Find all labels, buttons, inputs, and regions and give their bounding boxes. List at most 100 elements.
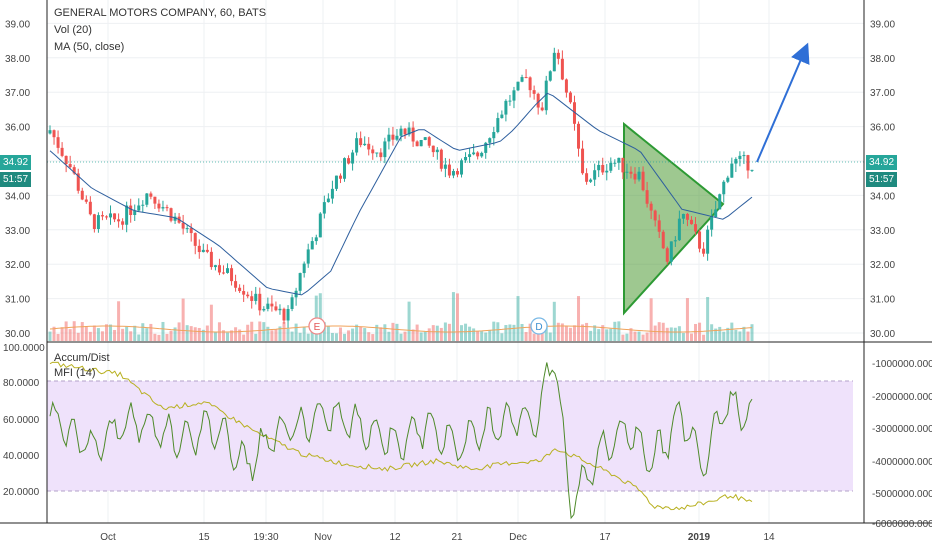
countdown-tag-left: 51:57 <box>0 172 32 187</box>
volume-bar <box>435 325 439 341</box>
earnings-marker[interactable]: E <box>308 317 326 335</box>
y-tick-label: 31.00 <box>870 295 895 306</box>
accum-dist-tick-label: -1000000.0000 <box>872 359 932 370</box>
candle-body <box>334 175 338 189</box>
volume-bars <box>48 292 754 341</box>
volume-bar <box>520 323 524 341</box>
y-tick-label: 37.00 <box>870 88 895 99</box>
candle-body <box>306 249 310 264</box>
candle-body <box>238 287 242 292</box>
volume-bar <box>411 329 415 341</box>
candle-body <box>258 293 262 311</box>
volume-bar <box>359 326 363 341</box>
volume-bar <box>169 330 173 341</box>
y-tick-label-left: 38.00 <box>5 54 30 65</box>
candle-body <box>48 130 52 134</box>
candle-body <box>76 173 80 191</box>
candle-body <box>710 217 714 230</box>
candle-body <box>625 171 629 173</box>
y-tick-label: 39.00 <box>870 19 895 30</box>
volume-bar <box>653 325 657 341</box>
candle-body <box>201 249 205 253</box>
volume-bar <box>540 330 544 341</box>
candle-body <box>310 241 314 250</box>
candle-body <box>173 216 177 221</box>
y-tick-label: 32.00 <box>870 260 895 271</box>
volume-bar <box>64 321 68 341</box>
candle-body <box>669 241 673 262</box>
volume-bar <box>302 327 306 341</box>
candle-body <box>593 170 597 180</box>
candle-body <box>544 80 548 111</box>
y-tick-label-left: 34.00 <box>5 191 30 202</box>
candle-body <box>468 154 472 158</box>
volume-bar <box>568 327 572 341</box>
volume-bar <box>597 329 601 341</box>
mfi-legend[interactable]: MFI (14) <box>54 367 96 379</box>
volume-bar <box>480 331 484 341</box>
candle-body <box>661 231 665 249</box>
volume-bar <box>109 324 113 341</box>
volume-bar <box>145 328 149 341</box>
volume-bar <box>387 331 391 341</box>
volume-bar <box>165 333 169 341</box>
candle-body <box>577 123 581 149</box>
candle-body <box>750 169 754 171</box>
candle-body <box>270 303 274 307</box>
volume-bar <box>330 332 334 341</box>
candle-body <box>746 155 750 171</box>
volume-bar <box>496 322 500 341</box>
volume-bar <box>306 333 310 341</box>
volume-bar <box>605 329 609 341</box>
candle-body <box>451 171 455 176</box>
volume-bar <box>181 298 185 341</box>
volume-bar <box>734 329 738 341</box>
accum-dist-tick-label: -6000000.0000 <box>872 519 932 530</box>
accum-dist-legend[interactable]: Accum/Dist <box>54 352 110 364</box>
candle-body <box>351 152 355 164</box>
volume-bar <box>722 331 726 341</box>
triangle-pattern[interactable] <box>623 121 725 316</box>
volume-bar <box>702 334 706 341</box>
volume-bar <box>371 334 375 341</box>
ma-legend[interactable]: MA (50, close) <box>54 41 125 53</box>
y-tick-label-left: 36.00 <box>5 123 30 134</box>
volume-bar <box>665 327 669 341</box>
volume-bar <box>351 328 355 341</box>
candle-body <box>597 164 601 171</box>
candle-body <box>96 215 100 229</box>
volume-bar <box>548 332 552 341</box>
volume-bar <box>621 334 625 341</box>
volume-bar <box>694 323 698 341</box>
price-pane[interactable] <box>47 0 864 342</box>
volume-bar <box>544 324 548 341</box>
price-tag-left: 34.92 <box>0 155 32 170</box>
candle-body <box>653 210 657 221</box>
volume-bar <box>726 327 730 341</box>
volume-bar <box>379 327 383 341</box>
volume-bar <box>738 331 742 341</box>
candle-body <box>230 268 234 282</box>
dividend-marker[interactable]: D <box>530 317 548 335</box>
candle-body <box>104 216 108 218</box>
candle-body <box>80 190 84 200</box>
volume-bar <box>710 324 714 341</box>
volume-bar <box>125 326 129 341</box>
candle-body <box>585 173 589 182</box>
trend-arrow[interactable] <box>756 42 810 163</box>
volume-bar <box>68 329 72 341</box>
candle-body <box>387 134 391 142</box>
vol-legend[interactable]: Vol (20) <box>54 24 92 36</box>
candle-body <box>460 160 464 175</box>
volume-bar <box>706 296 710 341</box>
volume-bar <box>117 301 121 341</box>
volume-bar <box>617 321 621 341</box>
candle-body <box>689 219 693 225</box>
volume-bar <box>310 326 314 341</box>
candle-body <box>52 130 56 138</box>
volume-bar <box>286 328 290 341</box>
volume-bar <box>395 323 399 341</box>
y-tick-label: 30.00 <box>870 329 895 340</box>
accum-dist-tick-label: -3000000.0000 <box>872 424 932 435</box>
